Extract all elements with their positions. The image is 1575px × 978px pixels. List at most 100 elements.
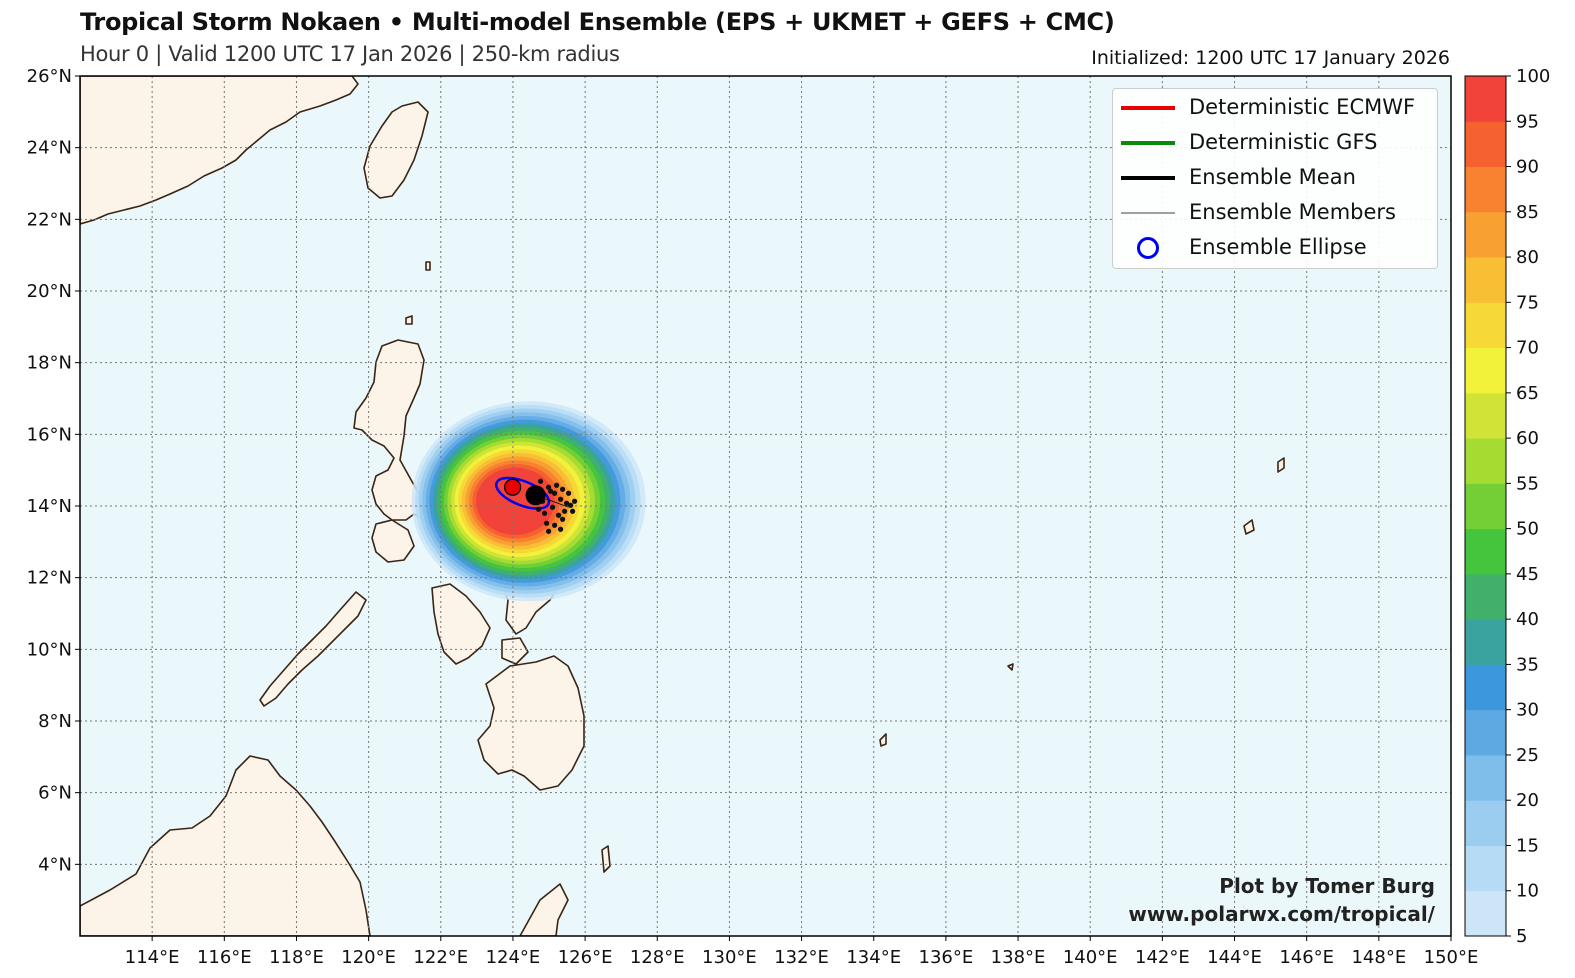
colorbar-segment [1465, 845, 1506, 892]
land-palawan [259, 591, 367, 707]
lat-tick-label: 20°N [27, 281, 72, 302]
lat-tick-label: 26°N [27, 66, 72, 87]
lat-tick-label: 24°N [27, 138, 72, 159]
ensemble-member-point [561, 508, 568, 514]
ensemble-member-point [553, 482, 560, 488]
credit-author: Plot by Tomer Burg [1219, 874, 1435, 898]
legend-circle-icon [1137, 237, 1159, 259]
colorbar-tick-label: 30 [1516, 700, 1539, 721]
colorbar-tick-label: 65 [1516, 383, 1539, 404]
land-batanes-1 [425, 261, 431, 271]
colorbar-segment [1465, 121, 1506, 168]
colorbar-tick-label: 60 [1516, 428, 1539, 449]
colorbar-segment [1465, 800, 1506, 846]
colorbar-tick-label: 15 [1516, 835, 1539, 856]
colorbar-segment [1465, 890, 1506, 937]
colorbar-tick-label: 90 [1516, 157, 1539, 178]
lon-tick-label: 140°E [1063, 947, 1118, 968]
colorbar-segment [1465, 347, 1506, 394]
lon-tick-label: 150°E [1424, 947, 1479, 968]
colorbar-tick-label: 40 [1516, 609, 1539, 630]
colorbar-tick-label: 100 [1516, 66, 1550, 87]
colorbar-tick-label: 20 [1516, 790, 1539, 811]
lon-tick-labels: 114°E 116°E 118°E 120°E 122°E 124°E 126°E 128°E… [125, 936, 1479, 968]
lon-tick-label: 132°E [774, 947, 829, 968]
lon-tick-label: 126°E [558, 947, 613, 968]
lon-tick-label: 114°E [125, 947, 180, 968]
colorbar-segment [1465, 166, 1506, 213]
colorbar-tick-label: 5 [1516, 926, 1527, 947]
colorbar-segment [1465, 619, 1506, 665]
colorbar-segment [1465, 483, 1506, 530]
legend-item: Ensemble Ellipse [1113, 231, 1437, 266]
land-sulawesi [519, 883, 569, 936]
colorbar-segment [1465, 438, 1506, 484]
colorbar-segment [1465, 257, 1506, 303]
legend-item: Ensemble Mean [1113, 161, 1437, 196]
legend-line-icon [1121, 176, 1175, 180]
chart-title: Tropical Storm Nokaen • Multi-model Ense… [80, 8, 1115, 36]
legend-label: Deterministic ECMWF [1189, 95, 1416, 119]
ensemble-mean-marker [525, 485, 546, 506]
colorbar-segment [1465, 76, 1506, 122]
legend-label: Ensemble Mean [1189, 165, 1356, 189]
lon-tick-label: 138°E [991, 947, 1046, 968]
lon-tick-label: 144°E [1207, 947, 1262, 968]
ensemble-member-point [537, 478, 544, 484]
lon-tick-label: 116°E [197, 947, 252, 968]
ensemble-member-point [541, 510, 548, 516]
ensemble-member-point [545, 484, 552, 490]
lat-tick-label: 16°N [27, 424, 72, 445]
ensemble-member-point [545, 528, 552, 534]
colorbar-segment [1465, 528, 1506, 575]
lon-tick-label: 148°E [1351, 947, 1406, 968]
ensemble-member-point [567, 502, 574, 508]
land-taiwan [363, 101, 429, 199]
ensemble-member-point [549, 504, 556, 510]
legend-line-icon [1121, 141, 1175, 145]
lon-tick-label: 142°E [1135, 947, 1190, 968]
ensemble-member-point [555, 512, 562, 518]
land-mindanao [477, 655, 585, 791]
ensemble-member-point [559, 486, 566, 492]
lon-tick-label: 136°E [919, 947, 974, 968]
land-halmahera [601, 845, 611, 873]
lon-tick-label: 120°E [341, 947, 396, 968]
colorbar-segment [1465, 211, 1506, 258]
colorbar-tick-label: 80 [1516, 247, 1539, 268]
deterministic-ecmwf-marker [503, 478, 522, 496]
legend-line-icon [1121, 212, 1175, 214]
ensemble-member-point [551, 490, 558, 496]
legend: Deterministic ECMWF Deterministic GFS En… [1112, 88, 1438, 269]
legend-item: Deterministic GFS [1113, 126, 1437, 161]
ensemble-member-point [551, 522, 558, 528]
legend-label: Deterministic GFS [1189, 130, 1378, 154]
land-mindoro [371, 519, 415, 563]
land-bohol [501, 637, 529, 665]
legend-line-icon [1121, 106, 1175, 110]
ensemble-ellipse [494, 476, 551, 510]
legend-label: Ensemble Members [1189, 200, 1396, 224]
legend-item: Ensemble Members [1113, 196, 1437, 231]
colorbar-tick-label: 55 [1516, 473, 1539, 494]
colorbar-tick-label: 35 [1516, 654, 1539, 675]
land-babuyan [405, 315, 413, 325]
lon-tick-label: 122°E [413, 947, 468, 968]
colorbar-segment [1465, 573, 1506, 620]
credit-url: www.polarwx.com/tropical/ [1128, 902, 1435, 926]
ensemble-tracks [494, 476, 578, 534]
lon-tick-label: 134°E [846, 947, 901, 968]
colorbar-tick-label: 70 [1516, 338, 1539, 359]
chart-subtitle: Hour 0 | Valid 1200 UTC 17 Jan 2026 | 25… [80, 42, 620, 66]
colorbar-frame [1464, 75, 1507, 937]
colorbar-tick-label: 25 [1516, 745, 1539, 766]
gridlines [80, 76, 1451, 936]
lon-tick-label: 130°E [702, 947, 757, 968]
legend-item: Deterministic ECMWF [1113, 91, 1437, 126]
lat-tick-labels: 4°N 6°N 8°N 10°N 12°N 14°N 16°N 18°N 20°N 22°N 24°… [27, 66, 80, 875]
ensemble-member-point [547, 488, 554, 494]
lon-tick-label: 118°E [269, 947, 324, 968]
land-china [80, 76, 359, 225]
colorbar-tick-label: 45 [1516, 564, 1539, 585]
land-guam [1243, 519, 1255, 535]
